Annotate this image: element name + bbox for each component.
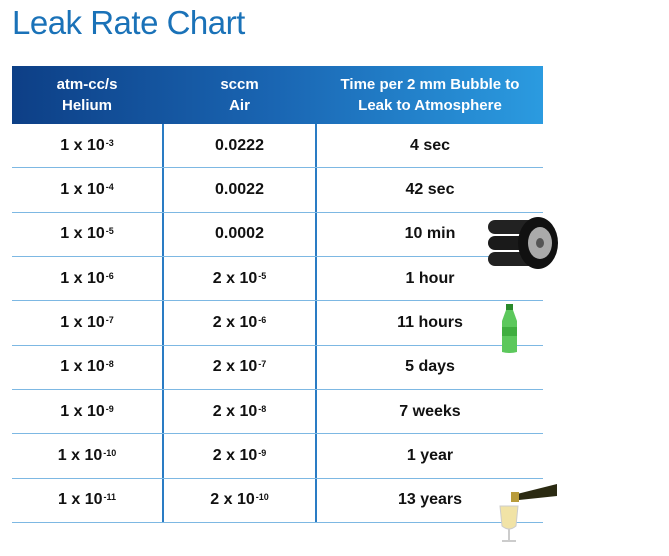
cell-exponent: -11 [103,492,116,503]
cell-exponent: -8 [105,359,114,370]
header-line: atm-cc/s [56,76,118,93]
title: Leak Rate Chart [12,4,245,41]
tires-icon [488,217,558,269]
header-line: Time per 2 mm Bubble to [340,76,520,93]
table-cell: 2 x 10 -8 [164,390,315,433]
cell-text: 42 sec [405,180,455,198]
cell-exponent: -3 [105,137,114,148]
cell-base: 1 x 10 [60,358,105,376]
table-cell: 13 years [317,479,543,522]
table-cell: 2 x 10 -5 [164,257,315,300]
cell-base: 1 x 10 [60,180,105,198]
cell-text: 13 years [397,491,463,509]
table-cell: 1 x 10 -3 [12,124,162,167]
header-line: Helium [61,97,112,114]
cell-text: 0.0222 [215,136,264,154]
header-cell: atm-cc/s Helium [12,66,162,124]
table-cell: 1 x 10 -6 [12,257,162,300]
table-cell: 0.0022 [164,168,315,211]
cell-text: 11 hours [397,313,463,331]
table-cell: 1 x 10 -8 [12,346,162,389]
cell-base: 1 x 10 [60,313,105,331]
cell-text: 5 days [405,358,455,376]
cell-exponent: -9 [105,403,114,414]
column-divider [162,124,164,523]
table-cell: 1 x 10 -10 [12,434,162,477]
cell-base: 1 x 10 [58,491,103,509]
cell-exponent: -9 [258,447,267,458]
table-cell: 0.0002 [164,213,315,256]
table-row: 1 x 10 -11 2 x 10 -10 13 years [12,479,543,523]
table-cell: 0.0222 [164,124,315,167]
table-row: 1 x 10 -5 0.0002 10 min [12,213,543,257]
header-line: Air [229,97,250,114]
table-cell: 10 min [317,213,543,256]
header-line: sccm [220,76,259,93]
header-cell: sccm Air [164,66,315,124]
cell-base: 1 x 10 [60,136,105,154]
table-cell: 42 sec [317,168,543,211]
leak-rate-table: atm-cc/s Helium sccm Air Time per 2 mm Bubbl… [12,66,543,523]
table-cell: 1 year [317,434,543,477]
cell-exponent: -8 [258,403,267,414]
table-cell: 1 x 10 -4 [12,168,162,211]
champagne-icon [499,484,557,542]
cell-text: 10 min [404,225,456,243]
cell-base: 2 x 10 [212,402,258,420]
cell-exponent: -10 [255,492,269,503]
cell-exponent: -7 [105,314,114,325]
table-cell: 1 x 10 -5 [12,213,162,256]
bottle-icon [502,304,517,353]
cell-exponent: -7 [258,359,267,370]
cell-base: 1 x 10 [60,225,105,243]
table-cell: 4 sec [317,124,543,167]
table-row: 1 x 10 -3 0.0222 4 sec [12,124,543,169]
table-cell: 1 x 10 -9 [12,390,162,433]
cell-exponent: -10 [103,447,117,458]
cell-exponent: -5 [105,226,114,237]
table-cell: 2 x 10 -10 [164,479,315,522]
cell-exponent: -5 [258,270,267,281]
cell-exponent: -4 [105,181,114,192]
cell-text: 7 weeks [399,402,461,420]
table-cell: 11 hours [317,301,543,344]
table-cell: 1 x 10 -11 [12,479,162,522]
table-cell: 5 days [317,346,543,389]
header-cell: Time per 2 mm Bubble to Leak to Atmospher… [317,66,543,124]
cell-exponent: -6 [258,314,267,325]
cell-base: 2 x 10 [212,446,258,464]
table-row: 1 x 10 -8 2 x 10 -7 5 days [12,346,543,390]
cell-base: 2 x 10 [212,313,258,331]
table-row: 1 x 10 -10 2 x 10 -9 1 year [12,434,543,479]
cell-base: 1 x 10 [60,402,105,420]
column-divider [315,124,317,523]
cell-base: 2 x 10 [212,358,258,376]
table-cell: 2 x 10 -7 [164,346,315,389]
table-cell: 7 weeks [317,390,543,433]
table-cell: 2 x 10 -9 [164,434,315,477]
cell-base: 1 x 10 [60,269,105,287]
cell-text: 4 sec [409,136,451,154]
cell-base: 2 x 10 [210,491,255,509]
table-row: 1 x 10 -7 2 x 10 -6 11 hours [12,301,543,346]
cell-text: 0.0002 [215,225,264,243]
cell-base: 1 x 10 [57,446,103,464]
table-row: 1 x 10 -4 0.0022 42 sec [12,168,543,213]
table-row: 1 x 10 -9 2 x 10 -8 7 weeks [12,390,543,435]
table-header: atm-cc/s Helium sccm Air Time per 2 mm Bubbl… [12,66,543,124]
cell-text: 1 hour [405,269,455,287]
header-line: Leak to Atmosphere [358,97,502,114]
cell-exponent: -6 [105,270,114,281]
table-row: 1 x 10 -6 2 x 10 -5 1 hour [12,257,543,302]
table-cell: 1 hour [317,257,543,300]
table-cell: 1 x 10 -7 [12,301,162,344]
table-cell: 2 x 10 -6 [164,301,315,344]
cell-text: 0.0022 [215,180,264,198]
cell-text: 1 year [406,446,454,464]
cell-base: 2 x 10 [212,269,258,287]
